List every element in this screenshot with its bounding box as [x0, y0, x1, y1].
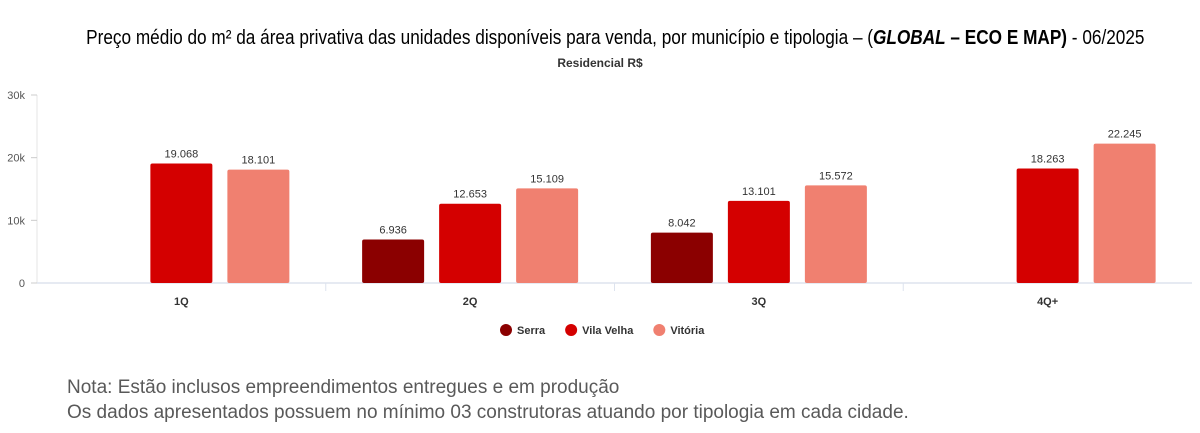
x-tick-label: 1Q	[174, 296, 189, 308]
data-label: 18.263	[1031, 154, 1065, 166]
bar-vitória	[227, 169, 290, 283]
data-label: 13.101	[742, 186, 776, 198]
data-label: 12.653	[453, 189, 487, 201]
y-tick-label: 0	[19, 278, 25, 290]
x-tick-label: 2Q	[463, 296, 478, 308]
data-label: 6.936	[379, 225, 407, 237]
legend-marker	[565, 324, 578, 336]
title-italic: GLOBAL	[873, 27, 946, 49]
chart-subtitle: Residencial R$	[557, 56, 643, 70]
bar-vitória	[516, 188, 579, 283]
bar-vila-velha	[1016, 168, 1079, 283]
note-line-1: Nota: Estão inclusos empreendimentos ent…	[67, 377, 620, 398]
title-suffix: - 06/2025	[1067, 27, 1145, 49]
note-line-2: Os dados apresentados possuem no mínimo …	[67, 402, 909, 423]
data-label: 8.042	[668, 218, 696, 230]
y-tick-label: 30k	[7, 90, 25, 102]
data-label: 18.101	[242, 155, 276, 167]
data-label: 15.572	[819, 170, 853, 182]
data-label: 22.245	[1108, 129, 1142, 141]
y-tick-label: 20k	[7, 153, 25, 165]
legend-item: Vitória	[670, 325, 705, 337]
legend-marker	[500, 324, 512, 336]
y-tick-label: 10k	[7, 215, 25, 227]
bar-vila-velha	[439, 203, 502, 283]
title-main: Preço médio do m² da área privativa das …	[86, 27, 874, 49]
bar-serra	[362, 239, 425, 283]
x-tick-label: 4Q+	[1037, 296, 1058, 308]
bar-vila-velha	[727, 200, 790, 283]
title-bold: – ECO E MAP)	[945, 27, 1068, 49]
bar-chart: 0 10k 20k 30k 1Q 19.068 18.101 2Q 6.936 12.653 15.…	[7, 90, 1192, 337]
legend-marker	[653, 324, 666, 336]
legend-item: Vila Velha	[582, 325, 634, 337]
bar-vitória	[1093, 143, 1156, 283]
legend-item: Serra	[517, 325, 546, 337]
data-label: 15.109	[530, 173, 564, 185]
x-tick-label: 3Q	[752, 296, 767, 308]
bar-vitória	[804, 185, 867, 283]
data-label: 19.068	[165, 149, 199, 161]
bar-vila-velha	[150, 163, 213, 283]
bar-serra	[650, 232, 713, 283]
chart-title: Preço médio do m² da área privativa das …	[86, 26, 1144, 50]
chart-title-container: Preço médio do m² da área privativa das …	[0, 26, 1200, 52]
